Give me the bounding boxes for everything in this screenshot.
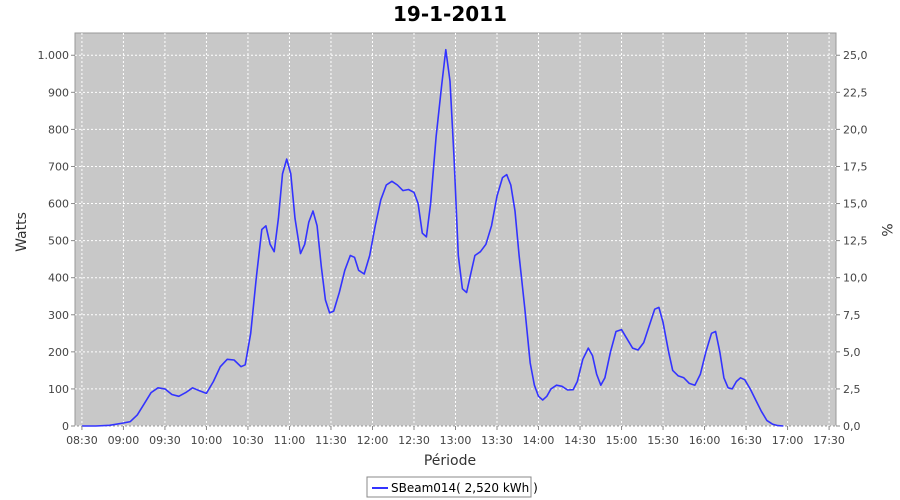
x-tick-label: 14:00	[523, 434, 555, 447]
x-tick-label: 15:30	[647, 434, 679, 447]
x-tick-label: 13:00	[440, 434, 472, 447]
x-tick-label: 17:30	[813, 434, 845, 447]
x-tick-label: 10:00	[191, 434, 223, 447]
y2-tick-label: 12,5	[843, 235, 868, 248]
x-tick-label: 16:30	[730, 434, 762, 447]
y-tick-label: 100	[48, 383, 69, 396]
x-tick-label: 08:30	[66, 434, 98, 447]
y-tick-label: 700	[48, 160, 69, 173]
y2-tick-label: 7,5	[843, 309, 861, 322]
y2-axis-label: %	[878, 223, 894, 236]
y2-tick-label: 5,0	[843, 346, 861, 359]
y2-tick-label: 22,5	[843, 86, 868, 99]
y-tick-label: 800	[48, 123, 69, 136]
x-axis-label: Période	[424, 453, 476, 469]
y2-tick-label: 17,5	[843, 160, 868, 173]
y-tick-label: 400	[48, 272, 69, 285]
x-tick-label: 12:00	[357, 434, 389, 447]
y-tick-label: 900	[48, 86, 69, 99]
x-tick-label: 09:30	[149, 434, 181, 447]
y2-tick-label: 20,0	[843, 123, 868, 136]
legend: SBeam014( 2,520 kWh )	[366, 476, 538, 498]
y-tick-label: 300	[48, 309, 69, 322]
y-tick-label: 200	[48, 346, 69, 359]
y2-tick-label: 15,0	[843, 198, 868, 211]
x-tick-label: 14:30	[564, 434, 596, 447]
y2-tick-label: 0,0	[843, 420, 861, 433]
y2-tick-label: 25,0	[843, 49, 868, 62]
y-tick-label: 0	[62, 420, 69, 433]
chart-title: 19-1-2011	[393, 2, 507, 26]
y-tick-label: 600	[48, 198, 69, 211]
series-line	[81, 48, 784, 427]
y2-tick-label: 2,5	[843, 383, 861, 396]
legend-box	[366, 476, 532, 498]
y-axis-label: Watts	[14, 212, 30, 252]
legend-entry-label: SBeam014( 2,520 kWh )	[391, 481, 538, 495]
x-tick-label: 15:00	[606, 434, 638, 447]
y2-tick-label: 10,0	[843, 272, 868, 285]
x-tick-label: 09:00	[108, 434, 140, 447]
x-tick-label: 10:30	[232, 434, 264, 447]
y-tick-label: 500	[48, 235, 69, 248]
series-layer	[81, 48, 784, 427]
x-tick-label: 11:30	[315, 434, 347, 447]
x-tick-label: 11:00	[274, 434, 306, 447]
x-tick-label: 13:30	[481, 434, 513, 447]
x-tick-label: 17:00	[772, 434, 804, 447]
axes: 0 100 200 300 400 500 600 700 800 900 1.000 0,0 2,5 5…	[38, 49, 868, 447]
x-tick-label: 12:30	[398, 434, 430, 447]
x-tick-label: 16:00	[689, 434, 721, 447]
y-tick-label: 1.000	[38, 49, 70, 62]
